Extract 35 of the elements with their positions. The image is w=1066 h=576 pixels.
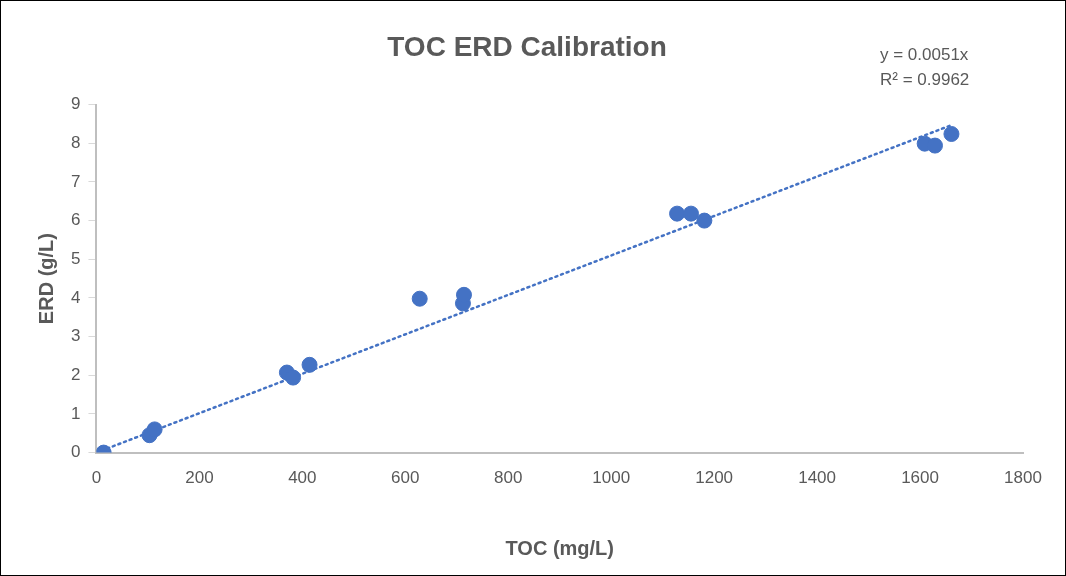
x-tick-label: 400	[288, 468, 317, 488]
text: y = 0.0051x	[880, 45, 969, 65]
x-tick-label: 1200	[695, 468, 734, 488]
x-tick-label: 600	[391, 468, 420, 488]
point	[943, 125, 960, 142]
y-tick-label: 4	[70, 287, 81, 307]
y-tick-label: 6	[70, 210, 81, 230]
point	[455, 286, 472, 303]
y-tick-label: 5	[70, 248, 81, 268]
y-tick-label: 9	[70, 94, 81, 114]
point	[146, 421, 163, 438]
x-tick-label: 800	[494, 468, 523, 488]
x-tick-label: 1400	[798, 468, 837, 488]
y-tick-label: 2	[70, 364, 81, 384]
point	[301, 356, 318, 373]
chart-title: TOC ERD Calibration	[387, 30, 667, 62]
y-tick-label: 7	[70, 171, 81, 191]
y-tick-label: 8	[70, 132, 81, 152]
x-tick-label: 1000	[592, 468, 631, 488]
y-tick-label: 1	[70, 403, 81, 423]
y-axis-title: ERD (g/L)	[34, 233, 57, 325]
x-tick-label: 1600	[901, 468, 939, 488]
x-tick-label: 200	[185, 468, 214, 488]
point	[285, 369, 302, 386]
point	[411, 290, 428, 307]
x-tick-label: 0	[91, 468, 102, 488]
y-tick-label: 3	[70, 326, 81, 346]
y-tick-label: 0	[70, 442, 81, 462]
text: R² = 0.9962	[880, 70, 970, 90]
point	[926, 137, 943, 154]
point	[669, 205, 686, 222]
point	[682, 205, 699, 222]
point	[696, 212, 713, 229]
x-axis-title: TOC (mg/L)	[505, 536, 614, 559]
x-tick-label: 1800	[1004, 468, 1042, 488]
